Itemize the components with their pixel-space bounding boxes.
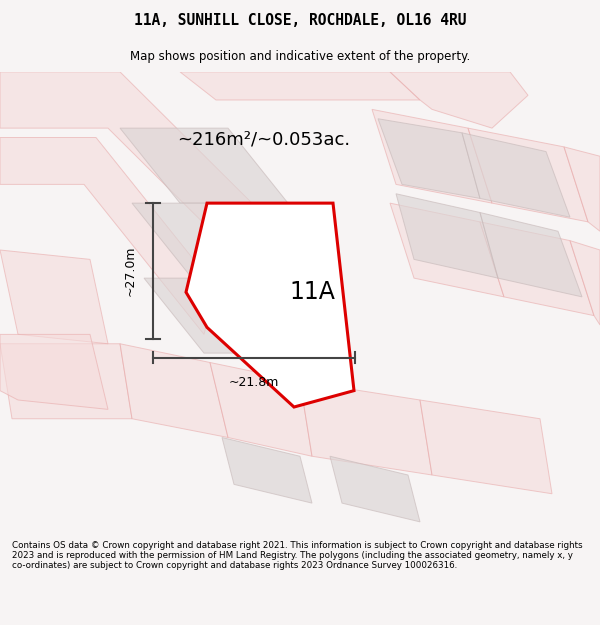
Polygon shape xyxy=(0,250,108,344)
Polygon shape xyxy=(378,119,480,199)
Polygon shape xyxy=(330,456,420,522)
Text: ~216m²/~0.053ac.: ~216m²/~0.053ac. xyxy=(178,131,350,149)
Polygon shape xyxy=(222,438,312,503)
Text: 11A, SUNHILL CLOSE, ROCHDALE, OL16 4RU: 11A, SUNHILL CLOSE, ROCHDALE, OL16 4RU xyxy=(134,12,466,28)
Polygon shape xyxy=(390,72,528,128)
Polygon shape xyxy=(0,72,252,259)
Polygon shape xyxy=(186,203,354,407)
Text: ~21.8m: ~21.8m xyxy=(229,376,279,389)
Polygon shape xyxy=(0,344,132,419)
Polygon shape xyxy=(468,128,588,222)
Polygon shape xyxy=(300,381,432,475)
Polygon shape xyxy=(480,213,582,297)
Polygon shape xyxy=(564,147,600,231)
Polygon shape xyxy=(144,278,288,353)
Polygon shape xyxy=(420,400,552,494)
Polygon shape xyxy=(372,109,492,203)
Text: Map shows position and indicative extent of the property.: Map shows position and indicative extent… xyxy=(130,49,470,62)
Polygon shape xyxy=(396,194,498,278)
Polygon shape xyxy=(120,344,228,437)
Polygon shape xyxy=(120,128,288,203)
Polygon shape xyxy=(132,203,288,278)
Polygon shape xyxy=(210,362,312,456)
Polygon shape xyxy=(390,203,504,297)
Text: 11A: 11A xyxy=(289,280,335,304)
Text: ~27.0m: ~27.0m xyxy=(124,246,137,296)
Polygon shape xyxy=(0,334,108,409)
Polygon shape xyxy=(462,132,570,217)
Polygon shape xyxy=(180,72,420,100)
Polygon shape xyxy=(480,222,594,316)
Text: Contains OS data © Crown copyright and database right 2021. This information is : Contains OS data © Crown copyright and d… xyxy=(12,541,583,571)
Polygon shape xyxy=(0,138,216,334)
Polygon shape xyxy=(570,241,600,325)
